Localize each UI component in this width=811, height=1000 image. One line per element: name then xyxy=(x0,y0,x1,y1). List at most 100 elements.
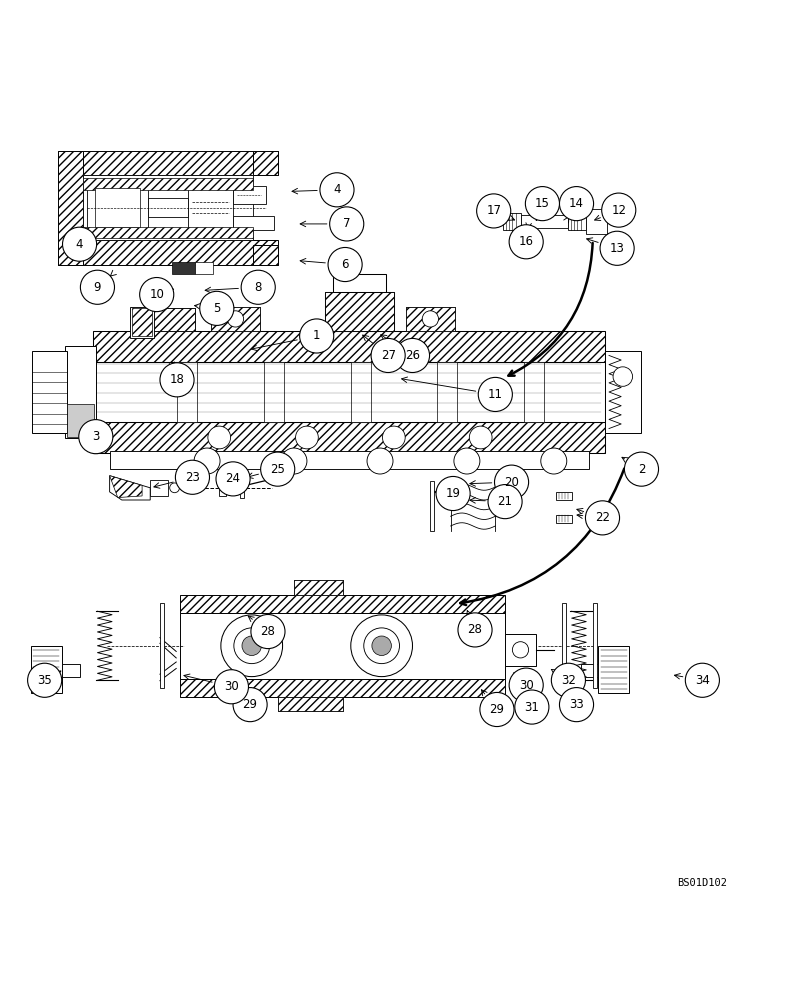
Text: 33: 33 xyxy=(569,698,583,711)
Bar xyxy=(233,186,265,204)
Text: 28: 28 xyxy=(467,623,482,636)
Bar xyxy=(277,697,342,711)
Circle shape xyxy=(160,363,194,397)
Circle shape xyxy=(320,173,354,207)
Text: 22: 22 xyxy=(594,511,609,524)
Circle shape xyxy=(478,377,512,411)
Bar xyxy=(95,188,139,227)
Text: 10: 10 xyxy=(149,288,164,301)
Circle shape xyxy=(227,311,243,327)
Text: 4: 4 xyxy=(75,238,84,251)
Bar xyxy=(58,151,83,265)
Bar xyxy=(58,240,277,265)
Circle shape xyxy=(436,476,470,511)
Circle shape xyxy=(612,367,632,386)
Bar xyxy=(195,262,212,274)
Text: 30: 30 xyxy=(518,679,533,692)
Bar xyxy=(150,480,168,496)
Text: 16: 16 xyxy=(518,235,533,248)
Bar xyxy=(294,580,342,595)
Bar xyxy=(67,404,94,437)
Bar xyxy=(592,603,596,688)
Bar xyxy=(83,227,253,238)
Circle shape xyxy=(194,448,220,474)
Circle shape xyxy=(508,225,543,259)
Bar xyxy=(239,477,243,498)
Circle shape xyxy=(371,636,391,655)
Bar xyxy=(172,262,195,274)
Text: 4: 4 xyxy=(333,183,341,196)
Circle shape xyxy=(208,426,230,449)
Text: 18: 18 xyxy=(169,373,184,386)
Text: 28: 28 xyxy=(260,625,275,638)
Bar xyxy=(180,613,504,679)
Circle shape xyxy=(62,227,97,261)
Bar xyxy=(148,198,188,217)
Bar xyxy=(93,331,604,362)
Circle shape xyxy=(599,231,633,265)
Bar xyxy=(58,151,277,175)
Bar xyxy=(62,664,79,677)
Circle shape xyxy=(233,688,267,722)
Circle shape xyxy=(242,636,261,655)
Bar xyxy=(264,362,284,422)
Bar xyxy=(556,492,572,500)
Circle shape xyxy=(260,452,294,486)
Text: 35: 35 xyxy=(37,674,52,687)
Bar xyxy=(294,580,342,595)
Bar xyxy=(211,307,260,331)
Bar xyxy=(436,362,457,422)
Text: 29: 29 xyxy=(489,703,504,716)
Circle shape xyxy=(624,452,658,486)
Text: 12: 12 xyxy=(611,204,625,217)
Bar xyxy=(277,697,342,711)
Bar xyxy=(406,307,454,331)
Polygon shape xyxy=(109,476,150,500)
Polygon shape xyxy=(109,476,142,498)
Bar xyxy=(65,346,96,438)
Circle shape xyxy=(169,483,179,493)
Bar xyxy=(31,646,62,693)
Circle shape xyxy=(329,207,363,241)
Circle shape xyxy=(514,690,548,724)
Bar xyxy=(253,151,277,175)
Bar xyxy=(87,182,148,234)
Text: 26: 26 xyxy=(405,349,419,362)
Circle shape xyxy=(559,187,593,221)
Circle shape xyxy=(540,448,566,474)
Circle shape xyxy=(139,278,174,312)
Circle shape xyxy=(80,270,114,304)
Text: 5: 5 xyxy=(212,302,221,315)
Bar xyxy=(586,209,606,234)
Text: 27: 27 xyxy=(380,349,395,362)
Circle shape xyxy=(221,615,282,677)
Text: 19: 19 xyxy=(445,487,460,500)
Bar xyxy=(406,307,454,331)
Bar xyxy=(130,307,154,338)
Bar xyxy=(324,292,393,331)
Circle shape xyxy=(251,614,285,649)
Text: 17: 17 xyxy=(486,204,500,217)
Text: 2: 2 xyxy=(637,463,645,476)
Circle shape xyxy=(79,420,113,454)
Text: 23: 23 xyxy=(185,471,200,484)
Bar xyxy=(556,515,572,523)
Circle shape xyxy=(214,670,248,704)
Circle shape xyxy=(371,338,405,373)
Text: 15: 15 xyxy=(534,197,549,210)
Circle shape xyxy=(241,270,275,304)
Text: 9: 9 xyxy=(93,281,101,294)
Bar xyxy=(83,178,253,190)
Bar xyxy=(180,679,504,697)
Text: 29: 29 xyxy=(242,698,257,711)
Text: 14: 14 xyxy=(569,197,583,210)
Text: 32: 32 xyxy=(560,674,575,687)
Text: 6: 6 xyxy=(341,258,349,271)
Bar xyxy=(211,307,260,331)
Circle shape xyxy=(508,668,543,702)
Bar xyxy=(83,175,253,240)
Bar xyxy=(324,292,393,331)
Circle shape xyxy=(585,501,619,535)
Bar xyxy=(93,422,604,453)
Circle shape xyxy=(422,311,438,327)
